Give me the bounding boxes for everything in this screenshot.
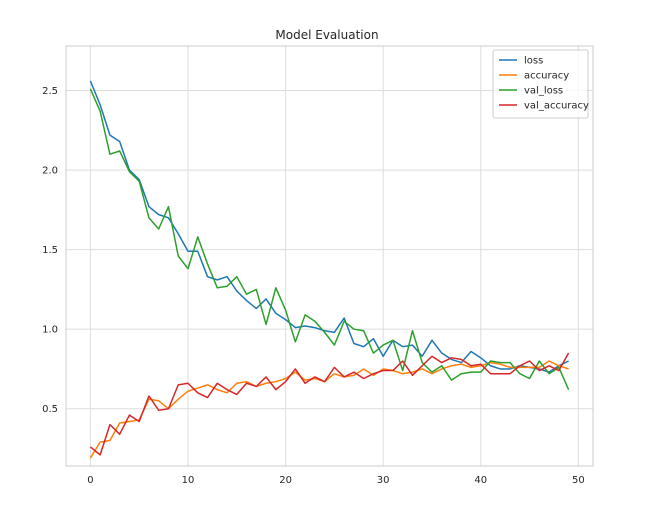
legend: loss accuracy val_loss val_accuracy xyxy=(492,49,589,119)
axis-ticks: 0 10 20 30 40 50 0.5 1.0 1.5 2.0 2.5 xyxy=(42,86,585,486)
x-tick-label: 10 xyxy=(182,475,195,486)
y-tick-label: 2.0 xyxy=(42,166,58,177)
y-tick-label: 0.5 xyxy=(42,404,58,415)
x-tick-label: 30 xyxy=(377,475,390,486)
x-tick-label: 50 xyxy=(572,475,585,486)
legend-label: loss xyxy=(524,56,543,67)
plot-area xyxy=(65,45,594,467)
x-tick-label: 0 xyxy=(87,475,93,486)
legend-label: val_accuracy xyxy=(524,101,589,112)
x-tick-label: 40 xyxy=(474,475,487,486)
legend-label: val_loss xyxy=(524,86,563,97)
series-line-val-loss xyxy=(89,88,570,390)
chart-title: Model Evaluation xyxy=(275,28,378,42)
x-tick-label: 20 xyxy=(279,475,292,486)
series-line-loss xyxy=(89,80,569,373)
legend-label: accuracy xyxy=(524,71,569,82)
y-tick-label: 1.5 xyxy=(42,245,58,256)
series-line-val-accuracy xyxy=(89,352,570,456)
series-lines xyxy=(89,80,570,459)
y-tick-label: 1.0 xyxy=(42,325,58,336)
y-tick-label: 2.5 xyxy=(42,86,58,97)
legend-box xyxy=(492,49,589,119)
